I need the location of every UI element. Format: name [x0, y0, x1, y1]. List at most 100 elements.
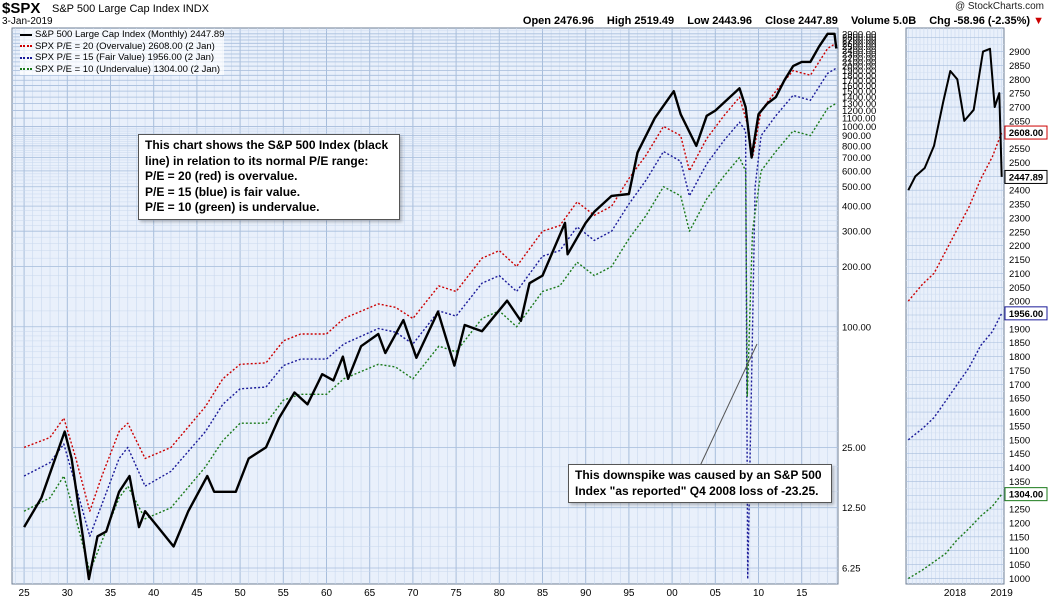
legend-label: SPX P/E = 20 (Overvalue) 2608.00 (2 Jan) — [35, 40, 215, 52]
detail-y-tick-label: 2200 — [1009, 241, 1030, 252]
x-tick-label: 60 — [321, 588, 333, 599]
legend-label: SPX P/E = 10 (Undervalue) 1304.00 (2 Jan… — [35, 63, 221, 75]
detail-y-tick-label: 2650 — [1009, 116, 1030, 127]
y-tick-label: 600.00 — [842, 166, 871, 177]
detail-y-tick-label: 1350 — [1009, 477, 1030, 488]
detail-y-tick-label: 1750 — [1009, 366, 1030, 377]
x-tick-label: 95 — [623, 588, 635, 599]
x-tick-label: 80 — [494, 588, 506, 599]
detail-y-tick-label: 2000 — [1009, 297, 1030, 308]
detail-y-tick-label: 2850 — [1009, 61, 1030, 72]
detail-y-tick-label: 1100 — [1009, 546, 1029, 557]
down-arrow-icon: ▼ — [1033, 15, 1044, 27]
close-value: Close 2447.89 — [765, 15, 838, 27]
detail-y-tick-label: 2500 — [1009, 158, 1030, 169]
x-tick-label: 25 — [19, 588, 31, 599]
detail-series-line — [907, 312, 1003, 441]
y-tick-label: 700.00 — [842, 153, 871, 164]
series-line-pe15 — [23, 67, 837, 580]
spike-line: Index "as reported" Q4 2008 loss of -23.… — [575, 483, 819, 498]
detail-y-tick-label: 2700 — [1009, 103, 1030, 114]
y-tick-label: 6.25 — [842, 563, 861, 574]
y-tick-label: 2200.00 — [842, 53, 876, 64]
last-value-label: 1956.00 — [1009, 309, 1043, 320]
detail-series-line — [907, 47, 1003, 191]
last-value-label: 2447.89 — [1009, 172, 1043, 183]
detail-y-tick-label: 1600 — [1009, 408, 1030, 419]
detail-y-tick-label: 2250 — [1009, 227, 1030, 238]
annotation-pointer — [699, 343, 758, 467]
index-name-text: S&P 500 Large Cap Index — [52, 3, 180, 15]
legend-label: SPX P/E = 15 (Fair Value) 1956.00 (2 Jan… — [35, 52, 215, 63]
y-tick-label: 1400.00 — [842, 93, 876, 104]
detail-y-tick-label: 1900 — [1009, 324, 1030, 335]
change-value: Chg -58.96 (-2.35%) — [929, 15, 1031, 27]
legend-swatch — [20, 33, 32, 36]
detail-y-tick-label: 2300 — [1009, 213, 1030, 224]
x-tick-label: 55 — [278, 588, 290, 599]
volume-value: Volume 5.0B — [850, 15, 917, 27]
detail-y-tick-label: 1400 — [1009, 463, 1030, 474]
chart-legend: S&P 500 Large Cap Index (Monthly) 2447.8… — [20, 29, 225, 76]
detail-y-tick-label: 2050 — [1009, 283, 1030, 294]
detail-y-tick-label: 2100 — [1009, 269, 1030, 280]
y-tick-label: 1000.00 — [842, 122, 876, 133]
y-tick-label: 2000.00 — [842, 62, 876, 73]
info-line: P/E = 10 (green) is undervalue. — [145, 200, 320, 215]
x-tick-label: 15 — [796, 588, 808, 599]
info-annotation: This chart shows the S&P 500 Index (blac… — [138, 134, 400, 220]
y-tick-label: 1300.00 — [842, 99, 876, 110]
y-tick-label: 400.00 — [842, 202, 871, 213]
x-tick-label: 35 — [105, 588, 117, 599]
chart-date: 3-Jan-2019 — [2, 16, 53, 27]
y-tick-label: 500.00 — [842, 182, 871, 193]
y-tick-label: 2700.00 — [842, 36, 876, 47]
detail-y-tick-label: 2350 — [1009, 200, 1030, 211]
x-tick-label: 30 — [62, 588, 74, 599]
low-value: Low 2443.96 — [687, 15, 753, 27]
y-tick-label: 1500.00 — [842, 87, 876, 98]
last-value-label: 2608.00 — [1009, 128, 1043, 139]
x-tick-label: 40 — [148, 588, 160, 599]
detail-y-tick-label: 1500 — [1009, 435, 1030, 446]
detail-y-tick-label: 1000 — [1009, 574, 1030, 585]
index-name: S&P 500 Large Cap Index INDX — [52, 3, 209, 15]
detail-y-tick-label: 2800 — [1009, 75, 1030, 86]
detail-y-tick-label: 1450 — [1009, 449, 1030, 460]
info-line: P/E = 15 (blue) is fair value. — [145, 184, 301, 199]
x-tick-label: 50 — [235, 588, 247, 599]
y-tick-label: 200.00 — [842, 262, 871, 273]
x-tick-label: 70 — [407, 588, 419, 599]
detail-x-tick-label: 2018 — [944, 588, 967, 599]
legend-item: S&P 500 Large Cap Index (Monthly) 2447.8… — [20, 29, 224, 41]
info-line: line) in relation to its normal P/E rang… — [145, 153, 369, 168]
y-tick-label: 100.00 — [842, 322, 871, 333]
detail-y-tick-label: 1200 — [1009, 518, 1030, 529]
detail-y-tick-label: 1050 — [1009, 560, 1030, 571]
info-line: P/E = 20 (red) is overvalue. — [145, 169, 298, 184]
y-tick-label: 1800.00 — [842, 71, 876, 82]
legend-item: SPX P/E = 10 (Undervalue) 1304.00 (2 Jan… — [20, 64, 224, 76]
y-tick-label: 300.00 — [842, 227, 871, 238]
last-value-tag — [1004, 125, 1048, 140]
series-line-spx — [23, 32, 838, 581]
detail-y-tick-label: 1550 — [1009, 421, 1030, 432]
downspike-annotation: This downspike was caused by an S&P 500 … — [568, 464, 832, 504]
detail-series-line — [907, 493, 1003, 580]
x-tick-label: 90 — [580, 588, 592, 599]
last-value-tag — [1004, 487, 1048, 502]
open-value: Open 2476.96 — [522, 15, 594, 27]
x-tick-label: 45 — [191, 588, 203, 599]
y-tick-label: 2500.00 — [842, 42, 876, 53]
detail-y-tick-label: 2900 — [1009, 47, 1030, 58]
x-tick-label: 75 — [451, 588, 463, 599]
detail-y-tick-label: 2400 — [1009, 186, 1030, 197]
detail-y-tick-label: 2150 — [1009, 255, 1030, 266]
x-tick-label: 05 — [710, 588, 722, 599]
stockcharts-credit[interactable]: @ StockCharts.com — [954, 1, 1044, 12]
y-tick-label: 1100.00 — [842, 114, 876, 125]
x-tick-label: 65 — [364, 588, 376, 599]
detail-y-tick-label: 1250 — [1009, 505, 1030, 516]
info-line: This chart shows the S&P 500 Index (blac… — [145, 138, 389, 152]
